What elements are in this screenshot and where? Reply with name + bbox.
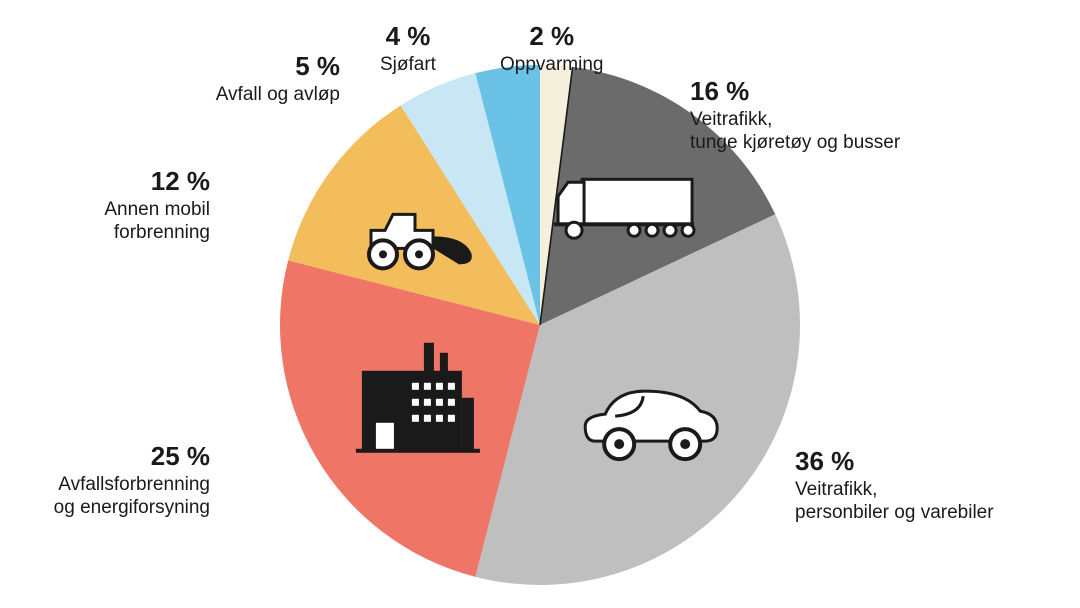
desc-shipping: Sjøfart (380, 53, 436, 77)
desc-waste-1: Avfallsforbrenning (54, 473, 210, 497)
desc-sewage: Avfall og avløp (216, 83, 340, 107)
label-heavy: 16 % Veitrafikk, tunge kjøretøy og busse… (690, 75, 900, 155)
label-waste: 25 % Avfallsforbrenning og energiforsyni… (54, 440, 210, 520)
desc-cars-1: Veitrafikk, (795, 478, 994, 502)
desc-cars-2: personbiler og varebiler (795, 501, 994, 525)
label-shipping: 4 % Sjøfart (380, 20, 436, 76)
desc-waste-2: og energiforsyning (54, 496, 210, 520)
pct-heavy: 16 % (690, 75, 900, 108)
pct-sewage: 5 % (216, 50, 340, 83)
label-cars: 36 % Veitrafikk, personbiler og varebile… (795, 445, 994, 525)
label-heating: 2 % Oppvarming (500, 20, 604, 76)
chart-stage: 2 % Oppvarming 4 % Sjøfart 5 % Avfall og… (0, 0, 1080, 608)
label-sewage: 5 % Avfall og avløp (216, 50, 340, 106)
desc-heating: Oppvarming (500, 53, 604, 77)
desc-heavy-1: Veitrafikk, (690, 108, 900, 132)
desc-mobile-1: Annen mobil (104, 198, 210, 222)
label-mobile: 12 % Annen mobil forbrenning (104, 165, 210, 245)
pct-mobile: 12 % (104, 165, 210, 198)
pct-heating: 2 % (500, 20, 604, 53)
pct-cars: 36 % (795, 445, 994, 478)
desc-heavy-2: tunge kjøretøy og busser (690, 131, 900, 155)
desc-mobile-2: forbrenning (104, 221, 210, 245)
pct-waste: 25 % (54, 440, 210, 473)
pct-shipping: 4 % (380, 20, 436, 53)
